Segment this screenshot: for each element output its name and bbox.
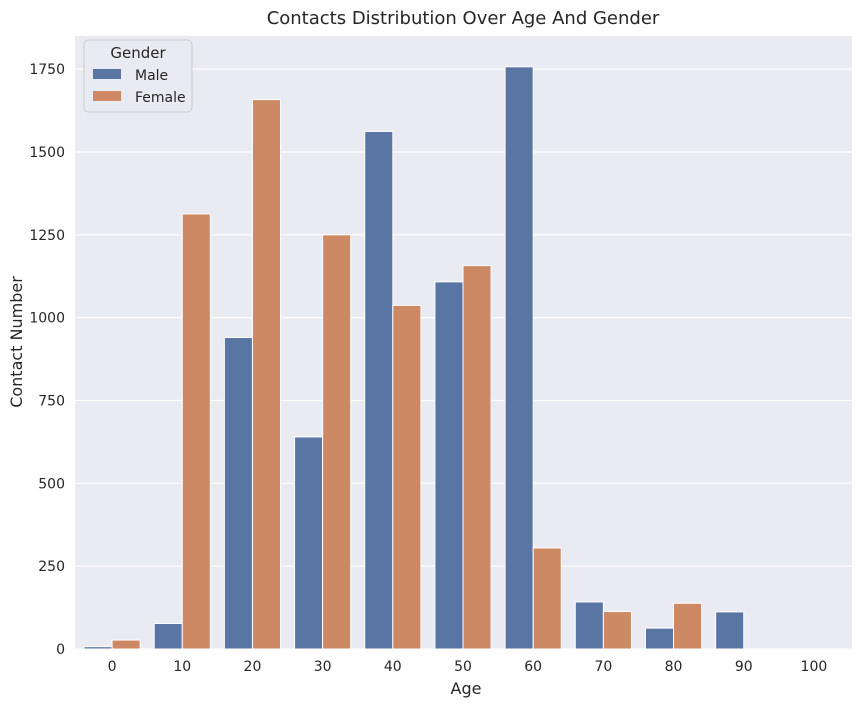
legend-title: Gender	[110, 44, 166, 62]
x-tick-label: 50	[454, 659, 472, 675]
y-tick-label: 250	[38, 559, 65, 575]
bar-female-0	[111, 639, 141, 650]
bar-male-80	[644, 627, 675, 650]
bar-male-0	[83, 646, 113, 650]
x-tick-label: 80	[665, 659, 683, 675]
x-tick-labels: 0 10 20 30 40 50 60 70 80 90 100	[108, 659, 828, 675]
bar-female-10	[181, 213, 211, 650]
x-tick-label: 100	[801, 659, 828, 675]
legend-swatch-female	[93, 91, 121, 101]
y-axis-label: Contact Number	[7, 276, 26, 408]
x-tick-label: 20	[244, 659, 262, 675]
bar-male-40	[364, 130, 394, 650]
bar-female-80	[673, 602, 703, 650]
bar-female-20	[251, 99, 282, 650]
y-tick-label: 1500	[29, 145, 65, 161]
x-tick-label: 70	[594, 659, 612, 675]
chart-title: Contacts Distribution Over Age And Gende…	[267, 8, 660, 29]
bar-female-60	[532, 547, 562, 650]
y-tick-label: 1250	[29, 228, 65, 244]
bar-male-90	[715, 611, 745, 650]
bar-male-10	[153, 622, 183, 650]
bar-female-50	[462, 265, 492, 650]
x-tick-label: 40	[384, 659, 402, 675]
bar-male-70	[574, 601, 604, 650]
legend-swatch-male	[93, 69, 121, 79]
x-axis-label: Age	[451, 679, 482, 698]
y-tick-label: 500	[38, 476, 65, 492]
y-tick-label: 0	[56, 642, 65, 658]
y-tick-label: 1750	[29, 62, 65, 78]
bar-female-30	[322, 234, 352, 650]
x-tick-label: 30	[314, 659, 332, 675]
x-tick-label: 0	[108, 659, 117, 675]
bar-male-50	[434, 281, 464, 650]
bar-male-30	[294, 436, 324, 650]
bars	[83, 66, 745, 650]
x-tick-label: 60	[524, 659, 542, 675]
legend-label-female: Female	[135, 90, 186, 106]
y-tick-label: 1000	[29, 311, 65, 327]
legend-label-male: Male	[135, 68, 168, 84]
bar-female-70	[602, 611, 632, 650]
y-tick-labels: 0 250 500 750 1000 1250 1500 1750	[29, 62, 65, 658]
bar-female-40	[392, 304, 422, 650]
x-tick-label: 90	[735, 659, 753, 675]
x-tick-label: 10	[173, 659, 191, 675]
legend: Gender Male Female	[83, 39, 193, 113]
y-tick-label: 750	[38, 393, 65, 409]
bar-male-60	[504, 66, 534, 650]
bar-male-20	[223, 337, 253, 650]
